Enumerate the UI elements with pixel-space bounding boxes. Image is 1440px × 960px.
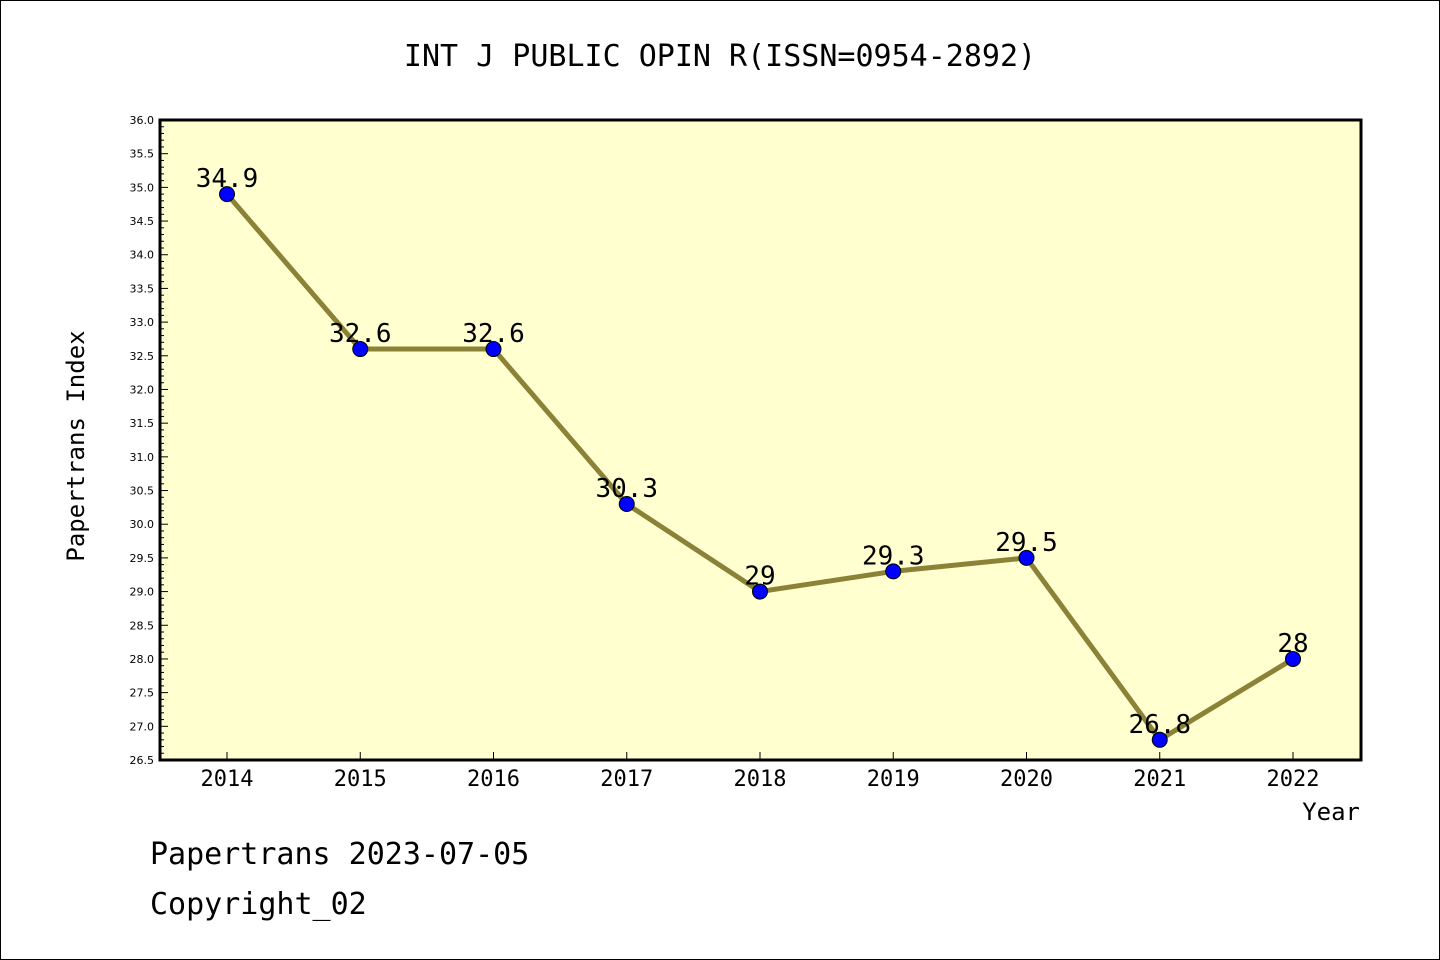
y-tick-label: 34.0 <box>130 249 155 262</box>
x-tick-label: 2021 <box>1133 767 1186 792</box>
x-axis-label: Year <box>1302 798 1360 826</box>
y-tick-label: 33.0 <box>130 316 155 329</box>
y-axis-label: Papertrans Index <box>62 330 90 561</box>
footer-date: Papertrans 2023-07-05 <box>150 837 529 872</box>
data-point-marker <box>485 341 502 358</box>
x-tick-label: 2016 <box>467 767 520 792</box>
y-tick-label: 34.5 <box>130 215 155 228</box>
data-label: 32.6 <box>462 319 525 349</box>
data-point-marker <box>1151 731 1168 748</box>
data-point-marker <box>219 186 235 203</box>
data-point-marker <box>1285 650 1301 667</box>
x-tick-label: 2022 <box>1267 767 1320 792</box>
y-axis: 26.5 27.0 27.5 28.0 28.5 29.0 29.5 30.0 30.5 31.0… <box>130 114 168 767</box>
x-tick-label: 2018 <box>734 767 787 792</box>
y-tick-label: 30.0 <box>130 518 155 531</box>
y-tick-label: 28.5 <box>130 619 155 632</box>
data-point-marker <box>352 341 369 358</box>
y-tick-label: 29.0 <box>130 586 155 599</box>
x-tick-label: 2015 <box>334 767 387 792</box>
data-label: 29 <box>744 562 775 592</box>
footer-copyright: Copyright_02 <box>150 887 367 922</box>
y-tick-label: 28.0 <box>130 653 155 666</box>
x-tick-label: 2014 <box>201 767 254 792</box>
y-tick-label: 33.5 <box>130 282 155 295</box>
marker-group <box>219 186 1301 748</box>
y-tick-label: 32.5 <box>130 350 155 363</box>
data-label: 30.3 <box>595 474 658 504</box>
y-tick-label: 31.5 <box>130 417 155 430</box>
plot-area <box>160 120 1361 760</box>
y-tick-label: 29.5 <box>130 552 155 565</box>
y-tick-label: 27.0 <box>130 720 155 733</box>
data-point-marker <box>1018 549 1035 566</box>
data-label: 29.5 <box>995 528 1058 558</box>
x-tick-label: 2019 <box>867 767 920 792</box>
y-tick-label: 31.0 <box>130 451 155 464</box>
data-point-marker <box>618 496 635 512</box>
y-tick-label: 27.5 <box>130 687 155 700</box>
data-label: 26.8 <box>1128 710 1191 740</box>
data-label: 34.9 <box>196 164 259 194</box>
chart-title: INT J PUBLIC OPIN R(ISSN=0954-2892) <box>404 39 1036 74</box>
y-tick-label: 30.5 <box>130 485 155 498</box>
x-tick-label: 2020 <box>1000 767 1053 792</box>
data-point-marker <box>752 583 768 600</box>
y-tick-label: 35.0 <box>130 181 155 194</box>
y-tick-label: 26.5 <box>130 754 155 767</box>
plot-border <box>158 118 1363 762</box>
y-tick-label: 35.5 <box>130 148 155 161</box>
data-label-group: 34.9 32.6 32.6 30.3 29 29.3 29.5 26.8 28 <box>196 164 1309 740</box>
data-point-marker <box>885 563 902 580</box>
y-tick-label: 36.0 <box>130 114 155 127</box>
data-label: 32.6 <box>329 319 392 349</box>
x-tick-label: 2017 <box>600 767 653 792</box>
data-label: 28 <box>1277 629 1308 659</box>
x-axis: 2014 2015 2016 2017 2018 2019 2020 2021 2022 <box>201 752 1320 792</box>
y-tick-label: 32.0 <box>130 383 155 396</box>
data-label: 29.3 <box>862 541 925 571</box>
